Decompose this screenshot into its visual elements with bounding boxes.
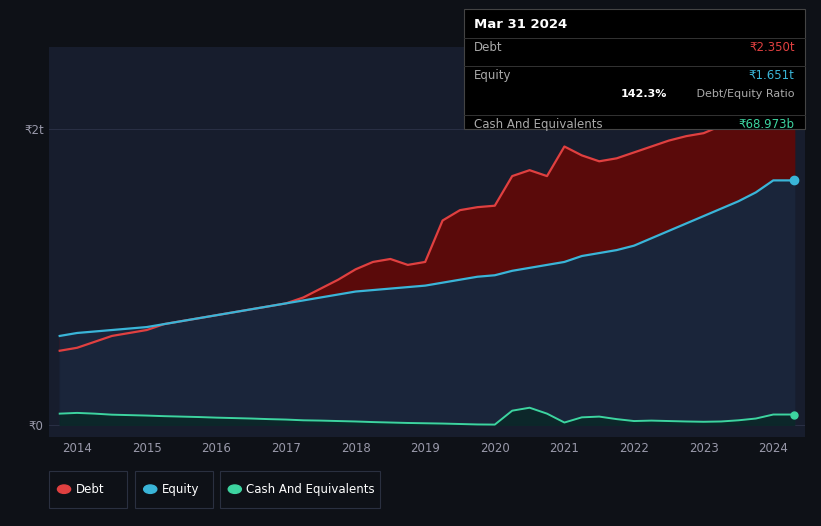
Text: ₹68.973b: ₹68.973b	[739, 118, 795, 131]
Text: ₹2.350t: ₹2.350t	[749, 41, 795, 54]
Text: ₹1.651t: ₹1.651t	[749, 69, 795, 83]
Text: Equity: Equity	[474, 69, 511, 83]
Text: Equity: Equity	[162, 483, 200, 495]
Text: 142.3%: 142.3%	[621, 89, 667, 99]
Text: Cash And Equivalents: Cash And Equivalents	[474, 118, 603, 131]
Text: Cash And Equivalents: Cash And Equivalents	[246, 483, 375, 495]
Text: Debt/Equity Ratio: Debt/Equity Ratio	[693, 89, 795, 99]
Text: Mar 31 2024: Mar 31 2024	[474, 18, 567, 32]
Text: Debt: Debt	[474, 41, 502, 54]
Text: Debt: Debt	[76, 483, 104, 495]
